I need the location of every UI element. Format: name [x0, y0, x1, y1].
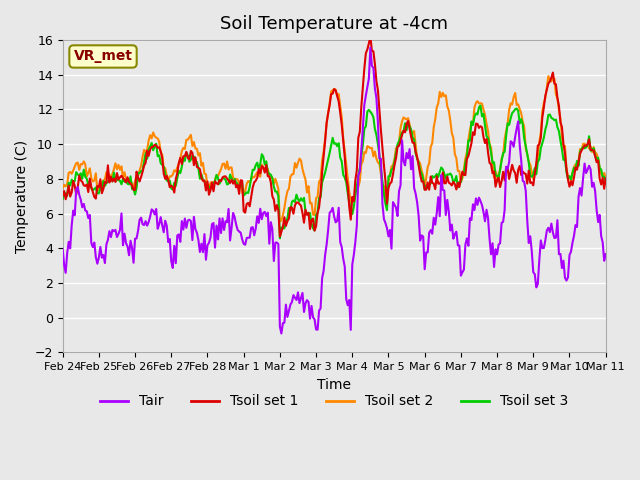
Tsoil set 3 [59, 196, 67, 202]
Tair [602, 251, 609, 257]
Tsoil set 1 [367, 34, 374, 39]
Tsoil set 1 [371, 61, 379, 67]
Tsoil set 1 [389, 171, 397, 177]
Tsoil set 3 [276, 235, 284, 241]
Tsoil set 1 [538, 114, 546, 120]
Tair [367, 45, 374, 50]
Tsoil set 2 [160, 165, 168, 171]
X-axis label: Time: Time [317, 377, 351, 392]
Line: Tsoil set 2: Tsoil set 2 [63, 76, 605, 222]
Tsoil set 1 [160, 171, 168, 177]
Tsoil set 3 [388, 167, 396, 173]
Line: Tair: Tair [63, 48, 605, 334]
Tair [74, 184, 81, 190]
Line: Tsoil set 3: Tsoil set 3 [63, 106, 605, 238]
Tair [389, 199, 397, 205]
Tsoil set 3 [160, 164, 168, 170]
Tsoil set 2 [545, 73, 552, 79]
Tsoil set 3 [74, 172, 81, 178]
Tsoil set 1 [602, 176, 609, 181]
Tair [59, 246, 67, 252]
Tair [278, 331, 285, 336]
Tsoil set 2 [400, 115, 408, 120]
Text: VR_met: VR_met [74, 49, 132, 63]
Tair [538, 245, 546, 251]
Tsoil set 1 [401, 130, 409, 135]
Tsoil set 1 [276, 234, 284, 240]
Tsoil set 3 [369, 114, 377, 120]
Tsoil set 2 [369, 154, 377, 159]
Tsoil set 2 [537, 130, 545, 135]
Tsoil set 2 [388, 164, 396, 169]
Tsoil set 3 [477, 103, 484, 108]
Tsoil set 3 [538, 140, 546, 146]
Tsoil set 1 [74, 185, 81, 191]
Tsoil set 1 [59, 193, 67, 199]
Tsoil set 2 [602, 174, 609, 180]
Tair [401, 163, 409, 168]
Tsoil set 2 [74, 160, 81, 166]
Tsoil set 3 [400, 129, 408, 134]
Line: Tsoil set 1: Tsoil set 1 [63, 36, 605, 237]
Legend: Tair, Tsoil set 1, Tsoil set 2, Tsoil set 3: Tair, Tsoil set 1, Tsoil set 2, Tsoil se… [95, 389, 574, 414]
Tsoil set 3 [602, 179, 609, 184]
Title: Soil Temperature at -4cm: Soil Temperature at -4cm [220, 15, 448, 33]
Tsoil set 2 [59, 185, 67, 191]
Tair [371, 85, 379, 91]
Tair [160, 229, 168, 235]
Y-axis label: Temperature (C): Temperature (C) [15, 140, 29, 253]
Tsoil set 2 [276, 219, 284, 225]
